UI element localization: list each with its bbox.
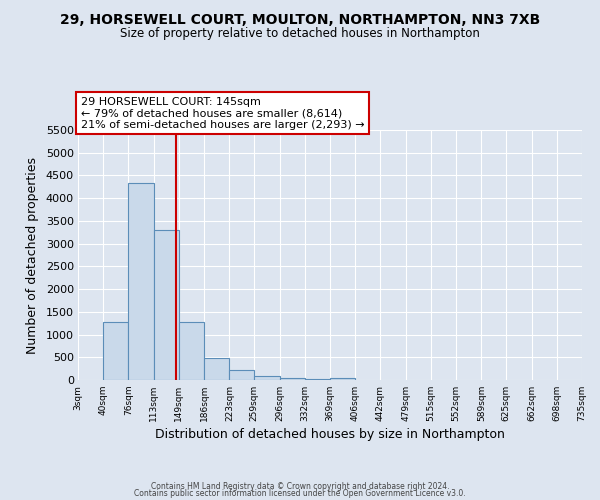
Text: 29 HORSEWELL COURT: 145sqm
← 79% of detached houses are smaller (8,614)
21% of s: 29 HORSEWELL COURT: 145sqm ← 79% of deta… (80, 97, 364, 130)
Text: Contains public sector information licensed under the Open Government Licence v3: Contains public sector information licen… (134, 489, 466, 498)
Y-axis label: Number of detached properties: Number of detached properties (26, 156, 39, 354)
Bar (103, 322, 128, 380)
Bar (305, 378, 330, 380)
Bar (128, 183, 154, 380)
Bar (154, 230, 179, 380)
Text: Contains HM Land Registry data © Crown copyright and database right 2024.: Contains HM Land Registry data © Crown c… (151, 482, 449, 491)
X-axis label: Distribution of detached houses by size in Northampton: Distribution of detached houses by size … (155, 428, 505, 441)
Text: 29, HORSEWELL COURT, MOULTON, NORTHAMPTON, NN3 7XB: 29, HORSEWELL COURT, MOULTON, NORTHAMPTO… (60, 12, 540, 26)
Bar (280, 378, 305, 380)
Text: Size of property relative to detached houses in Northampton: Size of property relative to detached ho… (120, 28, 480, 40)
Bar (179, 322, 204, 380)
Bar (204, 358, 229, 380)
Bar (229, 370, 254, 380)
Bar (254, 376, 280, 380)
Bar (330, 378, 355, 380)
